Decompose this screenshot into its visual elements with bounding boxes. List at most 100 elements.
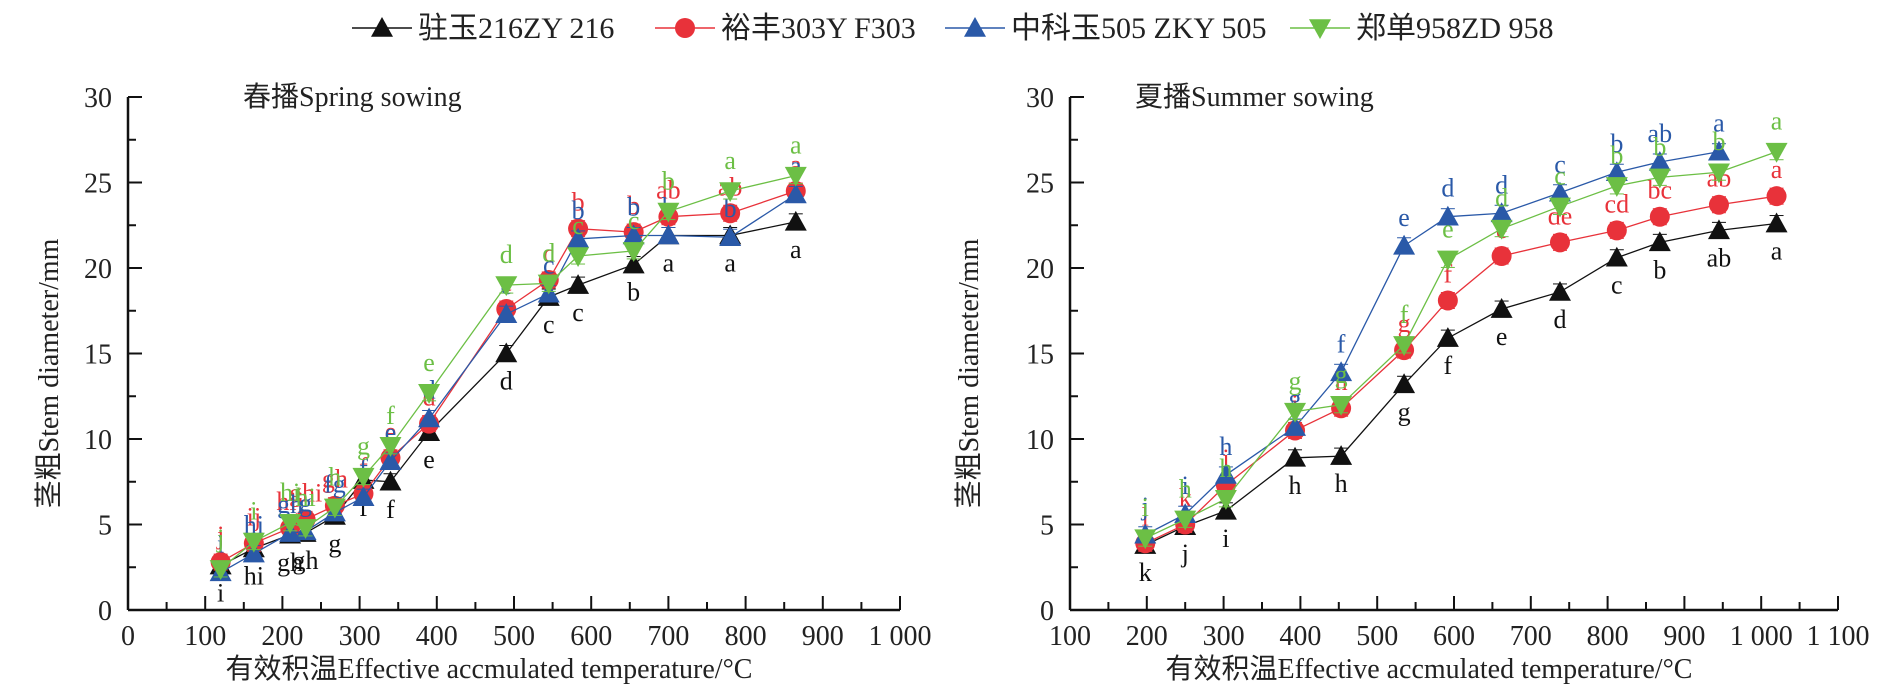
- significance-label: gh: [277, 548, 303, 577]
- significance-label: k: [1179, 484, 1192, 513]
- data-point: [784, 210, 807, 231]
- legend-marker-icon: [675, 18, 695, 38]
- significance-label: e: [423, 348, 435, 377]
- significance-label: e: [1496, 322, 1508, 351]
- data-point: [1174, 510, 1197, 531]
- significance-label: c: [1611, 271, 1623, 300]
- significance-label: j: [1221, 444, 1229, 473]
- x-tick-label: 300: [339, 621, 381, 652]
- significance-label: c: [572, 298, 584, 327]
- data-point: [352, 486, 375, 506]
- data-point: [622, 253, 645, 274]
- data-point: [1606, 220, 1627, 241]
- y-tick-label: 30: [84, 83, 112, 114]
- x-tick-label: 800: [725, 621, 767, 652]
- x-axis-title: 有效积温Effective accmulated temperature/°C: [1166, 653, 1693, 685]
- y-tick-label: 25: [1026, 169, 1054, 200]
- significance-label: i: [1222, 524, 1229, 553]
- significance-label: h: [1219, 432, 1232, 461]
- significance-label: c: [543, 239, 555, 268]
- y-tick-label: 5: [1040, 511, 1054, 542]
- data-point: [1284, 402, 1307, 423]
- series-line: [1144, 222, 1777, 546]
- data-point: [1436, 205, 1459, 226]
- series-line: [1144, 195, 1777, 544]
- x-tick-label: 600: [570, 621, 612, 652]
- data-point: [1649, 206, 1670, 227]
- data-point: [1134, 529, 1157, 550]
- significance-label: j: [1141, 492, 1149, 521]
- legend-label: 驻玉216ZY 216: [418, 12, 614, 45]
- x-tick-label: 1 100: [1807, 621, 1870, 652]
- significance-label: e: [1398, 203, 1410, 232]
- data-point: [1284, 446, 1307, 467]
- x-tick-label: 200: [261, 621, 303, 652]
- data-point: [537, 274, 560, 295]
- data-point: [1393, 373, 1416, 394]
- significance-label: b: [662, 167, 675, 196]
- significance-label: a: [1771, 237, 1783, 266]
- data-point: [1648, 231, 1671, 252]
- data-point: [1648, 168, 1671, 189]
- y-tick-label: 5: [98, 511, 112, 542]
- significance-label: i: [217, 579, 224, 608]
- data-point: [1490, 219, 1513, 240]
- significance-label: e: [423, 445, 435, 474]
- data-point: [1330, 396, 1353, 416]
- significance-label: d: [1553, 305, 1566, 334]
- significance-label: f: [386, 495, 395, 524]
- significance-label: fg: [324, 470, 346, 499]
- y-tick-label: 25: [84, 169, 112, 200]
- significance-label: j: [1181, 539, 1189, 568]
- significance-label: e: [385, 418, 397, 447]
- data-point: [1648, 150, 1671, 171]
- data-point: [567, 274, 590, 294]
- x-tick-label: 900: [1663, 621, 1705, 652]
- significance-label: b: [724, 194, 737, 223]
- significance-label: a: [1771, 155, 1783, 184]
- significance-label: g: [1289, 367, 1302, 396]
- significance-label: k: [1139, 558, 1152, 587]
- data-point: [1605, 177, 1628, 197]
- legend-label: 郑单958ZD 958: [1356, 12, 1554, 45]
- significance-label: i: [250, 497, 257, 526]
- data-point: [1490, 298, 1513, 318]
- data-point: [1765, 142, 1788, 163]
- data-point: [1707, 163, 1730, 184]
- legend-marker-icon: [964, 17, 986, 37]
- significance-label: i: [1182, 471, 1189, 500]
- data-point: [657, 224, 680, 245]
- x-tick-label: 400: [1279, 621, 1321, 652]
- data-point: [622, 224, 645, 245]
- significance-label: a: [790, 131, 802, 160]
- data-point: [379, 437, 402, 457]
- data-point: [1330, 445, 1353, 465]
- significance-label: d: [1495, 170, 1508, 199]
- significance-label: ab: [1648, 119, 1673, 148]
- significance-label: ij: [247, 502, 261, 531]
- x-tick-label: 1 000: [1730, 621, 1793, 652]
- significance-label: e: [1442, 214, 1454, 243]
- data-point: [1548, 181, 1571, 202]
- panel-title: 春播Spring sowing: [243, 81, 462, 113]
- significance-label: gh: [293, 546, 319, 575]
- spring-sowing-chart: 0 100 200 300 400 500 600 700 800 900 1 000 0 5 10 15 2…: [33, 81, 932, 685]
- significance-label: f: [1337, 329, 1346, 358]
- legend-item: 郑单958ZD 958: [1290, 12, 1554, 45]
- y-tick-label: 15: [1026, 340, 1054, 371]
- legend-item: 裕丰303Y F303: [655, 12, 916, 45]
- series-line: [1144, 151, 1777, 539]
- data-point: [495, 303, 518, 323]
- significance-label: b: [1610, 129, 1623, 158]
- legend-item: 中科玉505 ZKY 505: [945, 12, 1267, 45]
- significance-label: c: [543, 251, 555, 280]
- data-point: [1605, 161, 1628, 182]
- significance-label: g: [1398, 397, 1411, 426]
- significance-label: c: [543, 310, 555, 339]
- y-axis-title: 茎粗Stem diameter/mm: [953, 238, 985, 508]
- data-point: [495, 276, 518, 297]
- x-tick-label: 700: [647, 621, 689, 652]
- data-point: [1707, 140, 1730, 161]
- y-tick-label: 20: [1026, 254, 1054, 285]
